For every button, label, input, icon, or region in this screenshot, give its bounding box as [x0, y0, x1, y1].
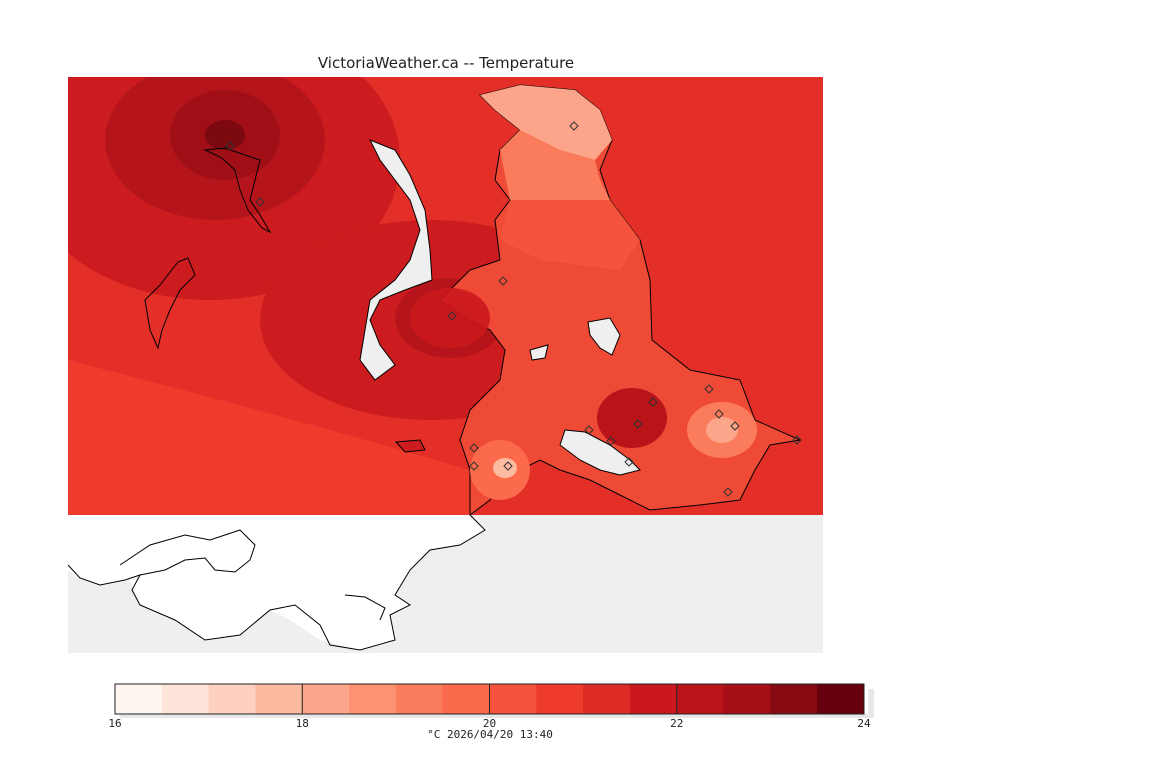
colorbar-tick-label: 20 [483, 717, 496, 730]
south-coastline [67, 514, 486, 651]
colorbar-cell [349, 684, 397, 714]
south-islet [394, 439, 426, 453]
colorbar-cell [629, 684, 678, 714]
harbour-inlet [559, 429, 641, 476]
station-marker [714, 409, 724, 419]
station-marker [723, 487, 733, 497]
colorbar-cell [583, 684, 631, 714]
station-marker [255, 197, 265, 207]
station-marker [624, 457, 634, 467]
colorbar-cell [723, 684, 771, 714]
chart-title: VictoriaWeather.ca -- Temperature [317, 54, 575, 72]
colorbar-cell [676, 684, 725, 714]
colorbar-cell [208, 684, 256, 714]
temperature-map [67, 77, 823, 653]
south-landmass [68, 515, 485, 650]
colorbar-cell [770, 684, 818, 714]
colorbar-tick-label: 22 [670, 717, 683, 730]
colorbar-cell [255, 684, 303, 714]
colorbar-tick-label: 18 [296, 717, 309, 730]
colorbar-cell [817, 684, 865, 714]
station-marker [469, 443, 479, 453]
small-island [529, 344, 549, 361]
northwest-coastline [203, 147, 272, 234]
colorbar-cell [302, 684, 350, 714]
station-marker [584, 425, 594, 435]
station-marker [704, 384, 714, 394]
station-marker [792, 435, 802, 445]
colorbar-shadow-bottom [120, 714, 874, 718]
colorbar-cell [536, 684, 584, 714]
station-marker [469, 461, 479, 471]
colorbar-cells [115, 684, 865, 714]
station-marker [633, 419, 643, 429]
colorbar-cell [442, 684, 490, 714]
south-inlet-coastline [119, 529, 256, 576]
west-lake [144, 257, 196, 350]
station-marker [606, 436, 616, 446]
station-marker [447, 311, 457, 321]
colorbar-cell [161, 684, 210, 714]
colorbar-cell [115, 684, 163, 714]
station-marker [225, 141, 235, 151]
east-lake [587, 317, 621, 356]
colorbar-tick-label: 24 [857, 717, 871, 730]
colorbar-cell [489, 684, 537, 714]
colorbar-tick-label: 16 [108, 717, 121, 730]
east-landmass [410, 84, 802, 516]
colorbar-ticks: 16 18 20 22 24 [108, 684, 871, 730]
colorbar-caption: °C 2026/04/20 13:40 [427, 728, 553, 741]
south-bay-coastline [344, 594, 386, 621]
station-marker [730, 421, 740, 431]
station-markers [225, 121, 802, 497]
station-marker [503, 461, 513, 471]
station-marker [498, 276, 508, 286]
inlet-water [359, 139, 433, 381]
colorbar-shadow [868, 689, 874, 714]
station-marker [648, 397, 658, 407]
station-marker [569, 121, 579, 131]
colorbar-cell [395, 684, 444, 714]
